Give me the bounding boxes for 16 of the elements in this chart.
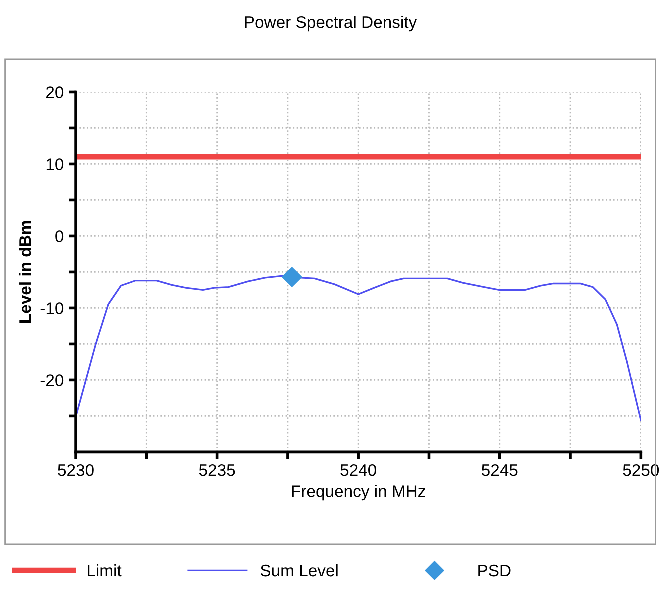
y-tick-label: 0: [56, 230, 64, 242]
y-tick-label: -20: [40, 374, 64, 386]
y-tick-label: 20: [46, 86, 64, 98]
legend-label: PSD: [478, 564, 511, 577]
y-tick-label: 10: [46, 158, 64, 170]
x-tick-label: 5240: [340, 464, 376, 476]
y-axis-title: Level in dBm: [19, 221, 32, 323]
x-tick-label: 5230: [58, 464, 94, 476]
x-axis-title: Frequency in MHz: [292, 485, 426, 501]
legend-label: Limit: [88, 564, 122, 577]
y-tick-label: -10: [40, 302, 64, 314]
chart-title: Power Spectral Density: [245, 16, 418, 32]
x-tick-label: 5235: [199, 464, 236, 476]
x-tick-label: 5250: [623, 464, 660, 476]
x-tick-label: 5245: [482, 464, 518, 476]
legend-label: Sum Level: [260, 564, 338, 577]
